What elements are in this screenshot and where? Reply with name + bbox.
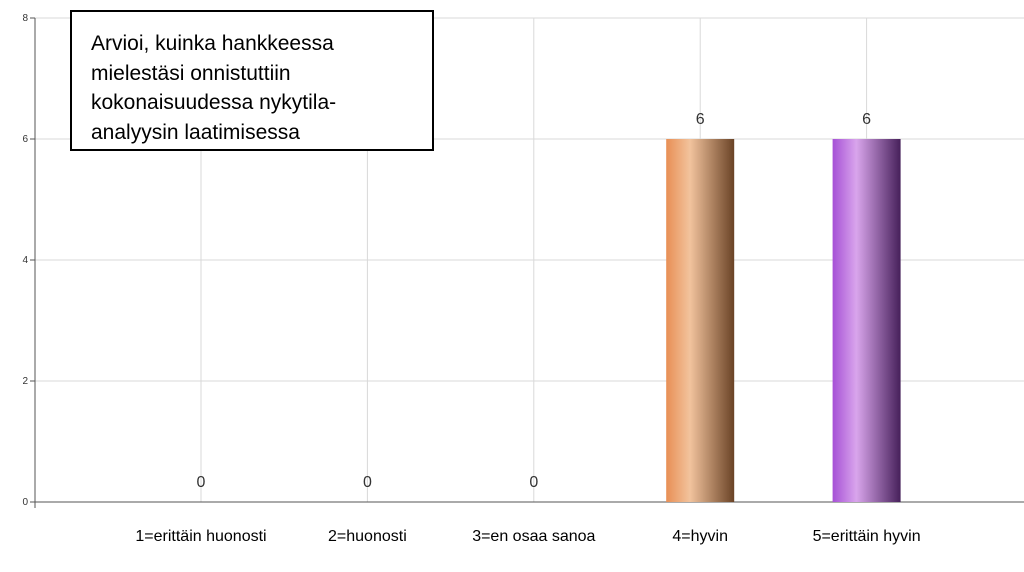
x-tick-label: 5=erittäin hyvin [812, 528, 921, 545]
data-label: 0 [197, 474, 206, 491]
title-line: mielestäsi onnistuttiin [91, 61, 291, 85]
title-line: kokonaisuudessa nykytila- [91, 91, 337, 114]
x-tick-label: 1=erittäin huonosti [135, 528, 267, 545]
x-tick-label: 2=huonosti [328, 528, 407, 545]
y-tick-label: 8 [22, 13, 28, 24]
y-tick-label: 6 [22, 134, 28, 145]
data-label: 0 [529, 474, 538, 491]
x-tick-label: 4=hyvin [672, 528, 728, 545]
bar [666, 139, 735, 502]
title-line: analyysin laatimisessa [91, 120, 300, 144]
y-tick-label: 4 [22, 255, 28, 266]
data-label: 6 [862, 111, 871, 128]
bar [832, 139, 901, 502]
title-line: Arvioi, kuinka hankkeessa [91, 32, 334, 55]
y-tick-label: 2 [22, 376, 28, 387]
data-label: 0 [363, 474, 372, 491]
y-tick-label: 0 [22, 497, 28, 508]
data-label: 6 [696, 111, 705, 128]
chart-title: Arvioi, kuinka hankkeessa mielestäsi onni… [70, 10, 434, 151]
x-tick-label: 3=en osaa sanoa [472, 528, 596, 545]
